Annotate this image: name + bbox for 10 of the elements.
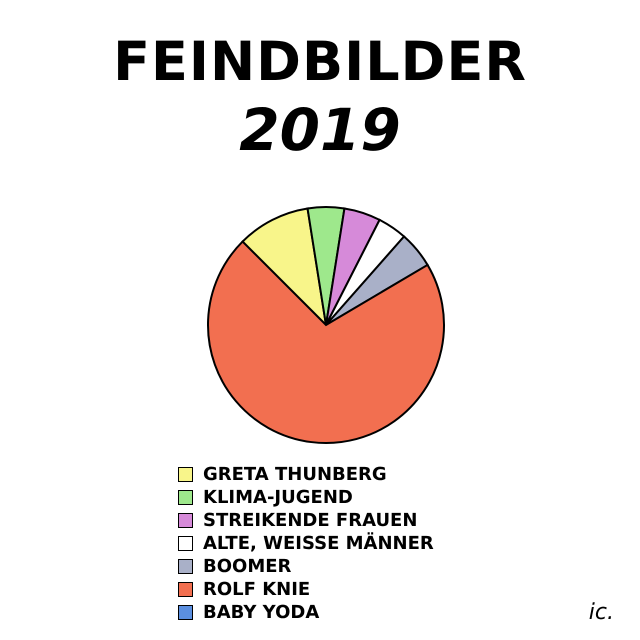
legend-label: STREIKENDE FRAUEN [203,510,418,531]
chart-subtitle: 2019 [238,96,402,164]
legend-label: ALTE, WEISSE MÄNNER [203,533,434,554]
legend-label: BOOMER [203,556,292,577]
chart-title: FEINDBILDER [112,30,528,93]
legend-label: ROLF KNIE [203,579,310,600]
text: ic. [588,600,614,625]
legend-label: KLIMA-JUGEND [203,487,353,508]
legend-label: BABY YODA [203,602,320,623]
legend-label: GRETA THUNBERG [203,464,387,485]
